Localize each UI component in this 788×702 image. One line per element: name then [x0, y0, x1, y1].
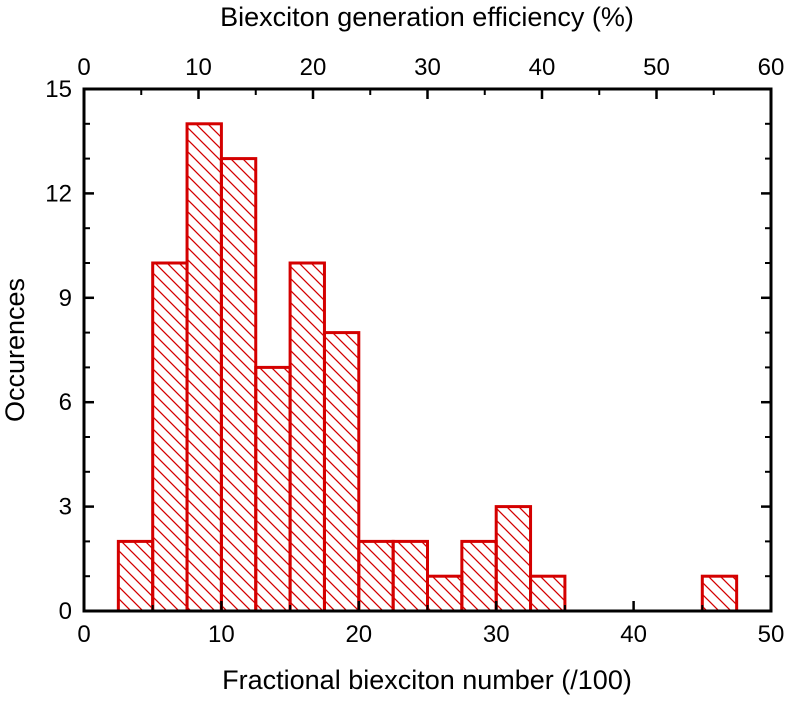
top-tick-label: 60 — [758, 54, 785, 81]
x-tick-label: 50 — [758, 621, 785, 648]
top-axis-title: Biexciton generation efficiency (%) — [220, 2, 634, 32]
x-tick-label: 40 — [620, 621, 647, 648]
histogram-bar — [288, 261, 326, 613]
histogram-bar — [426, 574, 464, 613]
y-tick-label: 12 — [45, 180, 72, 207]
histogram-bar — [185, 122, 223, 613]
top-tick-label: 20 — [300, 54, 327, 81]
top-tick-label: 30 — [414, 54, 441, 81]
histogram-bar — [151, 261, 189, 613]
y-axis-title: Occurences — [0, 278, 30, 422]
histogram-bars — [116, 122, 739, 613]
top-tick-label: 0 — [77, 54, 90, 81]
axes: 0 10 20 30 40 50 0 10 20 30 40 50 60 0 3 6 9 12 15 — [45, 54, 784, 648]
top-tick-label: 10 — [185, 54, 212, 81]
histogram-bar — [254, 365, 292, 613]
histogram-bar — [116, 539, 155, 613]
x-tick-label: 10 — [208, 621, 235, 648]
histogram-bar — [700, 574, 739, 613]
histogram-bar — [460, 539, 498, 613]
x-tick-label: 0 — [77, 621, 90, 648]
histogram-bar — [529, 574, 567, 613]
y-tick-label: 6 — [59, 389, 72, 416]
top-tick-label: 50 — [643, 54, 670, 81]
x-tick-label: 20 — [345, 621, 372, 648]
y-tick-label: 15 — [45, 76, 72, 103]
histogram-bar — [219, 157, 258, 613]
top-tick-label: 40 — [529, 54, 556, 81]
histogram-bar — [322, 331, 361, 613]
y-tick-label: 3 — [59, 494, 72, 521]
histogram-bar — [391, 539, 429, 613]
y-tick-label: 0 — [59, 598, 72, 625]
histogram-bar — [494, 505, 533, 613]
y-tick-label: 9 — [59, 285, 72, 312]
histogram-bar — [357, 539, 395, 613]
x-axis-title: Fractional biexciton number (/100) — [222, 665, 632, 695]
x-tick-label: 30 — [483, 621, 510, 648]
